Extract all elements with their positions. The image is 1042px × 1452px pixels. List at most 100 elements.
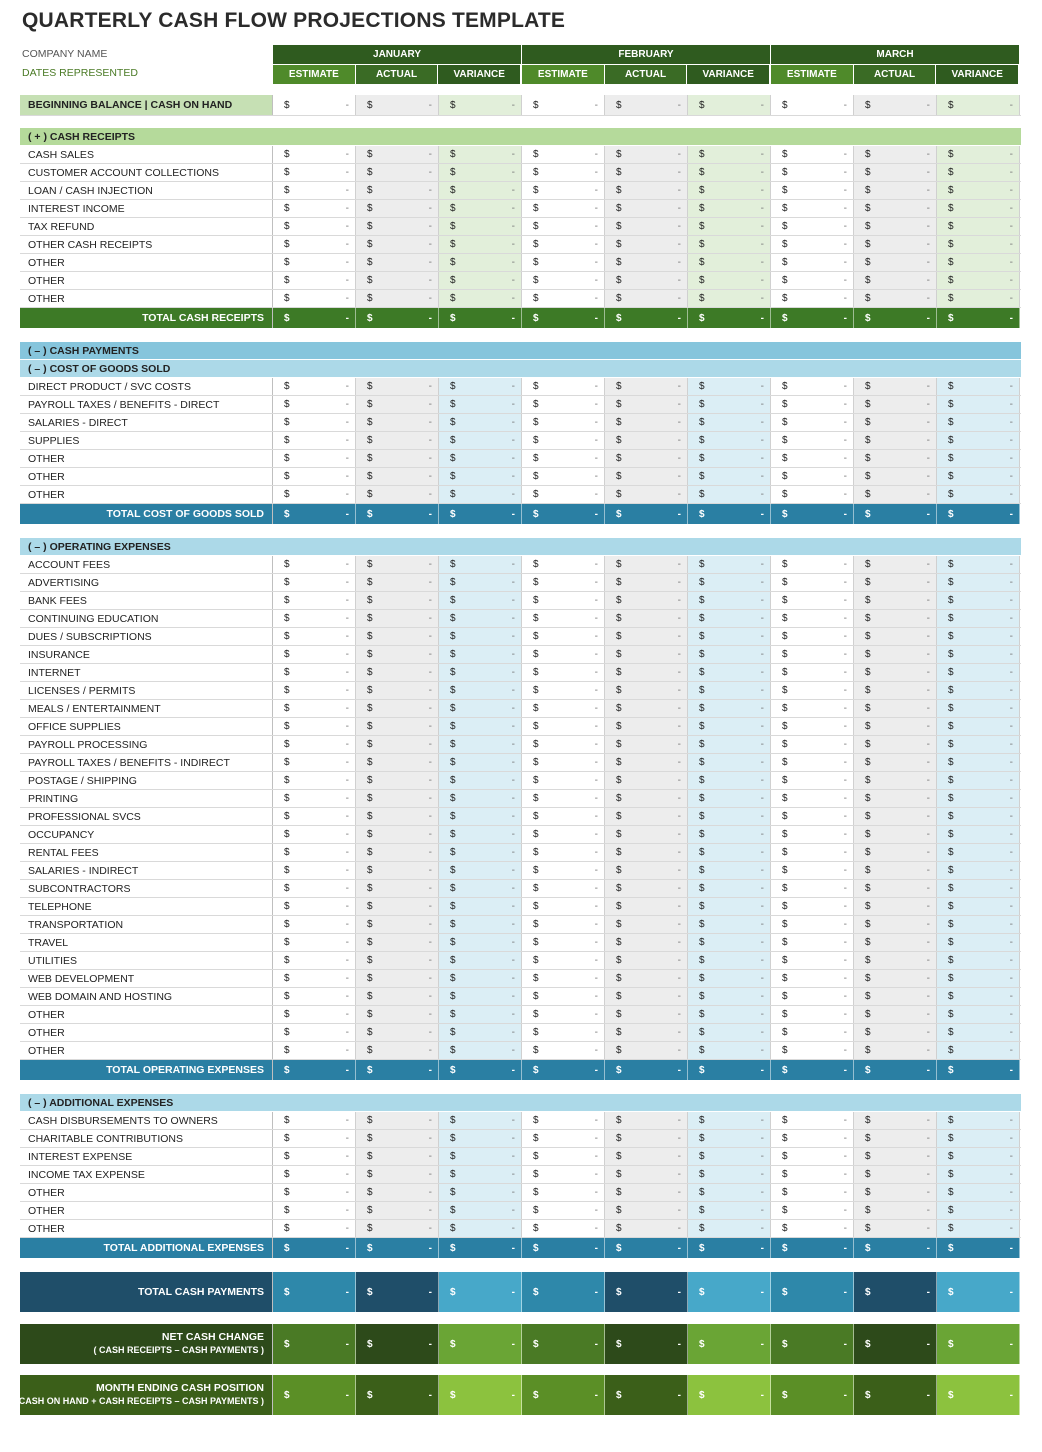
amount-cell[interactable]: $ - (356, 254, 439, 271)
amount-cell[interactable]: $ - (356, 772, 439, 789)
amount-cell[interactable]: $ - (854, 1006, 937, 1023)
amount-cell[interactable]: $ - (937, 1202, 1020, 1219)
amount-cell[interactable]: $ - (439, 808, 522, 825)
amount-cell[interactable]: $ - (854, 1184, 937, 1201)
amount-cell[interactable]: $ - (688, 610, 771, 627)
amount-cell[interactable]: $ - (688, 146, 771, 163)
amount-cell[interactable]: $ - (273, 218, 356, 235)
amount-cell[interactable]: $ - (771, 254, 854, 271)
amount-cell[interactable]: $ - (439, 200, 522, 217)
amount-cell[interactable]: $ - (771, 610, 854, 627)
amount-cell[interactable]: $ - (522, 718, 605, 735)
amount-cell[interactable]: $ - (439, 1238, 522, 1258)
amount-cell[interactable]: $ - (605, 880, 688, 897)
amount-cell[interactable]: $ - (273, 1042, 356, 1059)
amount-cell[interactable]: $ - (605, 290, 688, 307)
amount-cell[interactable]: $ - (356, 218, 439, 235)
amount-cell[interactable]: $ - (854, 164, 937, 181)
amount-cell[interactable]: $ - (688, 844, 771, 861)
amount-cell[interactable]: $ - (522, 378, 605, 395)
amount-cell[interactable]: $ - (688, 1148, 771, 1165)
amount-cell[interactable]: $ - (605, 772, 688, 789)
amount-cell[interactable]: $ - (771, 700, 854, 717)
amount-cell[interactable]: $ - (439, 880, 522, 897)
amount-cell[interactable]: $ - (688, 1112, 771, 1129)
amount-cell[interactable]: $ - (356, 236, 439, 253)
company-name-label[interactable]: COMPANY NAME (22, 48, 108, 60)
amount-cell[interactable]: $ - (688, 808, 771, 825)
amount-cell[interactable]: $ - (273, 1375, 356, 1415)
amount-cell[interactable]: $ - (854, 146, 937, 163)
amount-cell[interactable]: $ - (356, 432, 439, 449)
amount-cell[interactable]: $ - (273, 272, 356, 289)
amount-cell[interactable]: $ - (522, 1166, 605, 1183)
amount-cell[interactable]: $ - (522, 468, 605, 485)
amount-cell[interactable]: $ - (771, 396, 854, 413)
amount-cell[interactable]: $ - (688, 772, 771, 789)
amount-cell[interactable]: $ - (854, 880, 937, 897)
amount-cell[interactable]: $ - (439, 592, 522, 609)
amount-cell[interactable]: $ - (439, 556, 522, 573)
amount-cell[interactable]: $ - (688, 200, 771, 217)
amount-cell[interactable]: $ - (439, 736, 522, 753)
amount-cell[interactable]: $ - (771, 970, 854, 987)
amount-cell[interactable]: $ - (688, 1238, 771, 1258)
amount-cell[interactable]: $ - (439, 916, 522, 933)
amount-cell[interactable]: $ - (273, 934, 356, 951)
amount-cell[interactable]: $ - (605, 1024, 688, 1041)
amount-cell[interactable]: $ - (771, 308, 854, 328)
amount-cell[interactable]: $ - (605, 182, 688, 199)
amount-cell[interactable]: $ - (771, 272, 854, 289)
amount-cell[interactable]: $ - (771, 432, 854, 449)
amount-cell[interactable]: $ - (356, 1042, 439, 1059)
amount-cell[interactable]: $ - (273, 790, 356, 807)
amount-cell[interactable]: $ - (688, 736, 771, 753)
amount-cell[interactable]: $ - (854, 236, 937, 253)
amount-cell[interactable]: $ - (273, 1006, 356, 1023)
amount-cell[interactable]: $ - (439, 1272, 522, 1312)
amount-cell[interactable]: $ - (937, 880, 1020, 897)
amount-cell[interactable]: $ - (356, 628, 439, 645)
amount-cell[interactable]: $ - (273, 1130, 356, 1147)
amount-cell[interactable]: $ - (522, 146, 605, 163)
amount-cell[interactable]: $ - (605, 236, 688, 253)
amount-cell[interactable]: $ - (273, 556, 356, 573)
amount-cell[interactable]: $ - (937, 700, 1020, 717)
amount-cell[interactable]: $ - (356, 414, 439, 431)
amount-cell[interactable]: $ - (937, 200, 1020, 217)
amount-cell[interactable]: $ - (356, 790, 439, 807)
amount-cell[interactable]: $ - (688, 414, 771, 431)
amount-cell[interactable]: $ - (356, 450, 439, 467)
amount-cell[interactable]: $ - (356, 396, 439, 413)
amount-cell[interactable]: $ - (356, 1130, 439, 1147)
amount-cell[interactable]: $ - (605, 916, 688, 933)
amount-cell[interactable]: $ - (854, 1202, 937, 1219)
amount-cell[interactable]: $ - (937, 450, 1020, 467)
amount-cell[interactable]: $ - (688, 916, 771, 933)
amount-cell[interactable]: $ - (522, 272, 605, 289)
amount-cell[interactable]: $ - (439, 1042, 522, 1059)
amount-cell[interactable]: $ - (854, 574, 937, 591)
amount-cell[interactable]: $ - (937, 236, 1020, 253)
amount-cell[interactable]: $ - (937, 844, 1020, 861)
amount-cell[interactable]: $ - (854, 1375, 937, 1415)
amount-cell[interactable]: $ - (356, 486, 439, 503)
amount-cell[interactable]: $ - (605, 504, 688, 524)
amount-cell[interactable]: $ - (771, 988, 854, 1005)
amount-cell[interactable]: $ - (771, 182, 854, 199)
amount-cell[interactable]: $ - (356, 826, 439, 843)
amount-cell[interactable]: $ - (937, 682, 1020, 699)
amount-cell[interactable]: $ - (771, 592, 854, 609)
amount-cell[interactable]: $ - (688, 290, 771, 307)
amount-cell[interactable]: $ - (688, 1324, 771, 1364)
amount-cell[interactable]: $ - (937, 378, 1020, 395)
amount-cell[interactable]: $ - (273, 468, 356, 485)
amount-cell[interactable]: $ - (854, 486, 937, 503)
amount-cell[interactable]: $ - (439, 574, 522, 591)
amount-cell[interactable]: $ - (356, 1238, 439, 1258)
amount-cell[interactable]: $ - (439, 378, 522, 395)
amount-cell[interactable]: $ - (854, 290, 937, 307)
amount-cell[interactable]: $ - (273, 826, 356, 843)
amount-cell[interactable]: $ - (937, 916, 1020, 933)
amount-cell[interactable]: $ - (439, 610, 522, 627)
